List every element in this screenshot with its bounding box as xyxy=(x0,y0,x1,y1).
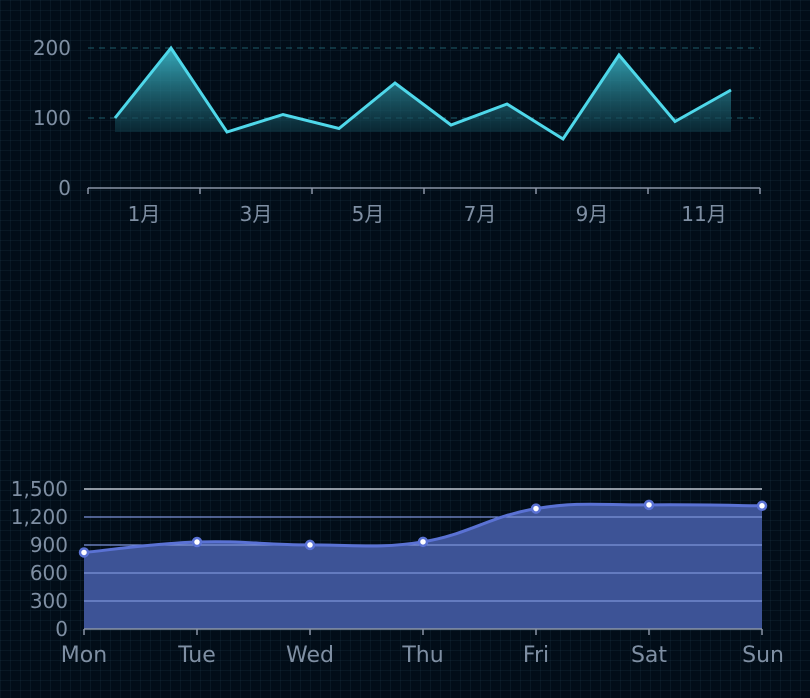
x-tick-label: 1月 xyxy=(128,202,161,226)
y-tick-label: 1,200 xyxy=(11,505,68,529)
y-tick-label: 300 xyxy=(30,589,68,613)
x-tick-label: Mon xyxy=(61,643,107,668)
data-point xyxy=(304,539,316,551)
data-point xyxy=(78,547,90,558)
y-tick-label: 0 xyxy=(55,617,68,641)
x-tick-label: 9月 xyxy=(576,202,609,226)
y-tick-label: 900 xyxy=(30,533,68,557)
x-tick-label: 5月 xyxy=(352,202,385,226)
area-fill xyxy=(84,504,762,629)
y-tick-label: 0 xyxy=(58,176,71,200)
series-line xyxy=(113,45,732,142)
y-tick-label: 200 xyxy=(33,36,71,60)
x-tick-label: Fri xyxy=(523,643,549,668)
data-point xyxy=(191,536,203,548)
y-tick-label: 100 xyxy=(33,106,71,130)
x-tick-label: 11月 xyxy=(681,202,726,226)
x-tick-label: Sat xyxy=(631,643,667,668)
data-point xyxy=(756,500,768,512)
x-tick-label: 3月 xyxy=(240,202,273,226)
data-point xyxy=(643,499,655,511)
x-tick-label: Sun xyxy=(742,643,784,668)
y-tick-label: 1,500 xyxy=(11,477,68,501)
x-tick-label: Wed xyxy=(286,643,334,668)
data-point xyxy=(530,503,542,514)
data-point xyxy=(417,536,429,548)
x-tick-label: Thu xyxy=(401,643,443,668)
x-tick-label: Tue xyxy=(177,643,216,668)
y-tick-label: 600 xyxy=(30,561,68,585)
x-tick-label: 7月 xyxy=(464,202,497,226)
